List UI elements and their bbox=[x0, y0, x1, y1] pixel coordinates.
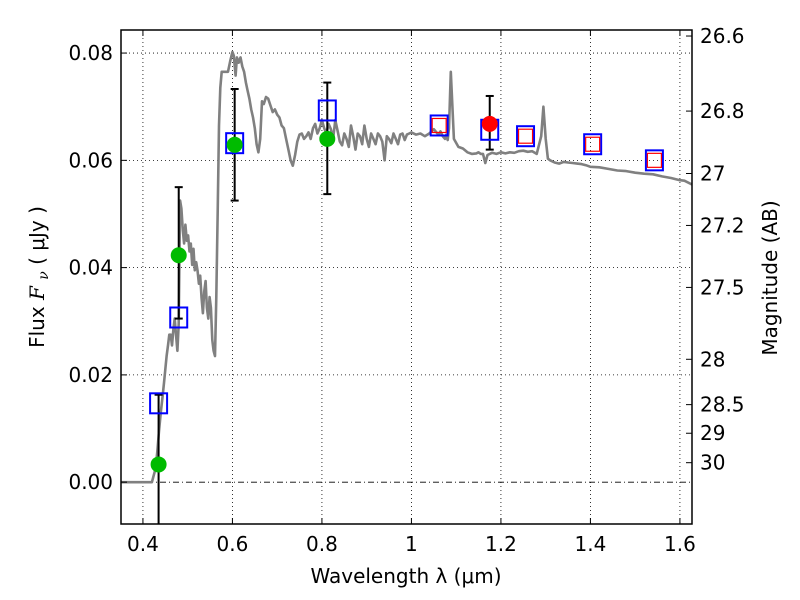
y2-axis-label: Magnitude (AB) bbox=[758, 200, 782, 355]
y-tick-label: 0.04 bbox=[68, 256, 113, 280]
model-photometry-square bbox=[429, 114, 449, 137]
model-photometry-square bbox=[644, 149, 664, 172]
y-tick-label: 0.06 bbox=[68, 148, 113, 172]
observed-optical-point bbox=[226, 136, 243, 153]
model-photometry-square bbox=[169, 306, 189, 329]
x-tick-label: 1 bbox=[405, 532, 418, 556]
model-photometry-square bbox=[149, 392, 169, 415]
y-axis-label-symbol: F bbox=[25, 285, 49, 301]
observed-nir-square bbox=[431, 117, 447, 134]
x-tick-label: 0.8 bbox=[306, 532, 338, 556]
observed-optical-point bbox=[150, 456, 167, 473]
observed-nir-point bbox=[481, 115, 498, 132]
x-tick-label: 1.6 bbox=[664, 532, 696, 556]
y-axis-label-prefix: Flux bbox=[25, 300, 49, 348]
y-axis-label-unit: ( μJy ) bbox=[25, 206, 49, 265]
y-tick-label: 0.02 bbox=[68, 363, 113, 387]
observed-nir-square bbox=[517, 128, 534, 144]
y2-tick-label: 27.2 bbox=[700, 213, 745, 237]
y-tick-label: 0.08 bbox=[68, 41, 113, 65]
y-axis-label: Flux F ν ( μJy ) bbox=[25, 206, 53, 348]
model-photometry-square bbox=[225, 132, 245, 155]
y-axis-label-subscript: ν bbox=[36, 271, 52, 280]
x-tick-label: 1.4 bbox=[575, 532, 607, 556]
y2-tick-label: 28.5 bbox=[700, 393, 745, 417]
model-spectrum-line bbox=[121, 50, 693, 484]
y2-tick-label: 29 bbox=[700, 421, 725, 445]
observed-nir-square bbox=[585, 136, 601, 152]
y2-tick-label: 27 bbox=[700, 162, 725, 186]
observed-optical-point bbox=[170, 247, 187, 264]
plot-frame bbox=[120, 29, 693, 525]
y2-axis-ticks: 26.6 26.8 27 27.2 27.5 28 28.5 29 30 bbox=[686, 24, 745, 475]
errorbars bbox=[154, 81, 494, 524]
y2-tick-label: 27.5 bbox=[700, 275, 745, 299]
grid bbox=[121, 30, 692, 524]
x-tick-label: 1.2 bbox=[485, 532, 517, 556]
x-axis-label: Wavelength λ (μm) bbox=[310, 564, 501, 588]
y-tick-label: 0.00 bbox=[68, 470, 113, 494]
observed-nir-square bbox=[646, 152, 663, 168]
observed-optical-point bbox=[319, 130, 336, 147]
svg-text:Flux F ν: Flux F ν ( μJy ) bbox=[25, 206, 53, 348]
x-tick-label: 0.6 bbox=[217, 532, 249, 556]
y2-tick-label: 28 bbox=[700, 347, 725, 371]
model-photometry-square bbox=[583, 133, 603, 156]
markers bbox=[149, 99, 664, 473]
y-axis-ticks: 0.00 0.02 0.04 0.06 0.08 bbox=[68, 41, 127, 494]
y2-tick-label: 26.8 bbox=[700, 99, 745, 123]
y2-tick-label: 30 bbox=[700, 451, 725, 475]
model-photometry-square bbox=[516, 125, 536, 148]
x-axis-ticks: 0.4 0.6 0.8 1 1.2 1.4 1.6 bbox=[127, 30, 696, 556]
model-photometry-square bbox=[317, 99, 337, 122]
x-tick-label: 0.4 bbox=[127, 532, 159, 556]
spectrum-layer bbox=[121, 50, 693, 484]
y2-tick-label: 26.6 bbox=[700, 24, 745, 48]
